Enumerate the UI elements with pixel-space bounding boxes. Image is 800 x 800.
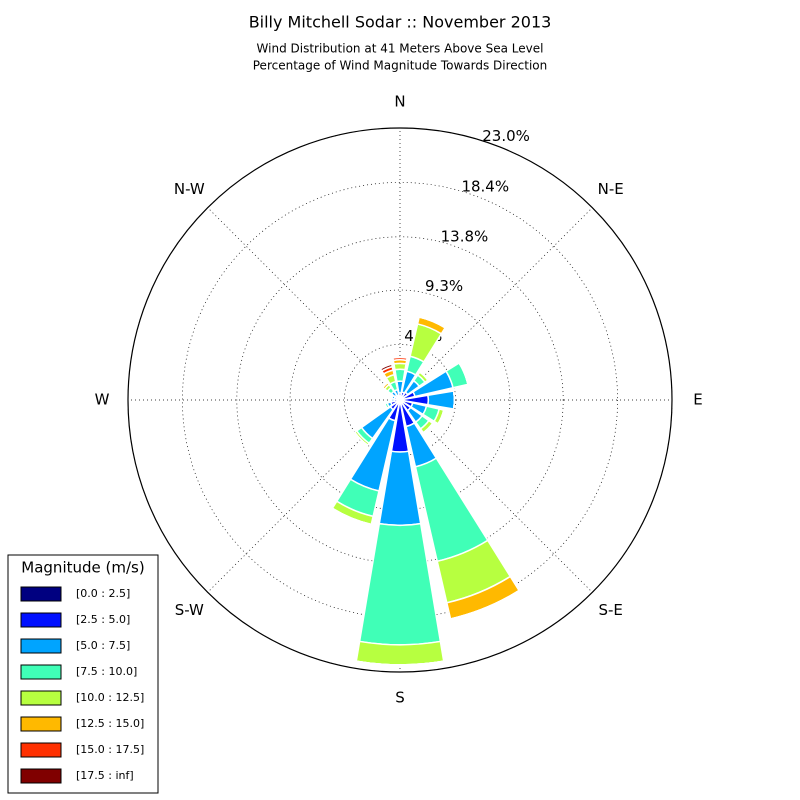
- legend-swatch: [20, 612, 62, 628]
- wind-wedge: [427, 390, 456, 410]
- angular-grid-line: [207, 207, 401, 401]
- legend-label: [10.0 : 12.5]: [76, 691, 144, 704]
- legend-swatch: [20, 742, 62, 758]
- wind-wedge: [418, 316, 446, 329]
- legend-swatch: [20, 638, 62, 654]
- grid-circle: [182, 182, 618, 618]
- r-tick-label: 13.8%: [441, 228, 489, 246]
- angular-grid-line: [207, 399, 401, 593]
- wind-wedge: [419, 371, 429, 381]
- chart-title: Billy Mitchell Sodar :: November 2013: [249, 13, 552, 32]
- legend-swatch: [20, 716, 62, 732]
- direction-label: E: [693, 391, 702, 409]
- wind-wedge: [458, 362, 469, 385]
- r-tick-label: 18.4%: [461, 177, 509, 195]
- legend-label: [12.5 : 15.0]: [76, 717, 144, 730]
- direction-label: S: [395, 689, 405, 707]
- chart-subtitle: Percentage of Wind Magnitude Towards Dir…: [253, 59, 547, 73]
- angular-grid-line: [399, 399, 593, 593]
- wind-wedge: [379, 363, 394, 372]
- grid-circle: [344, 344, 456, 456]
- wind-wedge: [437, 409, 445, 425]
- wind-wedge: [392, 356, 408, 359]
- direction-label: N: [394, 93, 405, 111]
- wind-wedge: [452, 390, 456, 410]
- wind-wedge: [450, 589, 520, 620]
- direction-label: W: [95, 391, 110, 409]
- legend-swatch: [20, 690, 62, 706]
- legend-label: [7.5 : 10.0]: [76, 665, 137, 678]
- wind-wedge: [394, 368, 406, 383]
- r-tick-label: 23.0%: [482, 127, 530, 145]
- legend-swatch: [20, 664, 62, 680]
- legend-label: [15.0 : 17.5]: [76, 743, 144, 756]
- legend-title: Magnitude (m/s): [21, 559, 144, 577]
- legend-swatch: [20, 768, 62, 784]
- outer-frame: [127, 127, 673, 673]
- direction-label: S-E: [599, 601, 623, 619]
- direction-label: S-W: [175, 601, 204, 619]
- chart-subtitle: Wind Distribution at 41 Meters Above Sea…: [257, 42, 544, 56]
- wind-wedge: [358, 522, 442, 646]
- direction-label: N-W: [174, 180, 205, 198]
- legend-label: [17.5 : inf]: [76, 769, 134, 782]
- wind-wedge: [331, 507, 372, 526]
- legend-label: [2.5 : 5.0]: [76, 613, 130, 626]
- angular-grid-line: [399, 207, 593, 401]
- direction-label: N-E: [598, 180, 624, 198]
- legend-swatch: [20, 586, 62, 602]
- legend-label: [5.0 : 7.5]: [76, 639, 130, 652]
- r-tick-label: 9.3%: [425, 277, 463, 295]
- legend-label: [0.0 : 2.5]: [76, 587, 130, 600]
- wind-wedge: [355, 640, 445, 666]
